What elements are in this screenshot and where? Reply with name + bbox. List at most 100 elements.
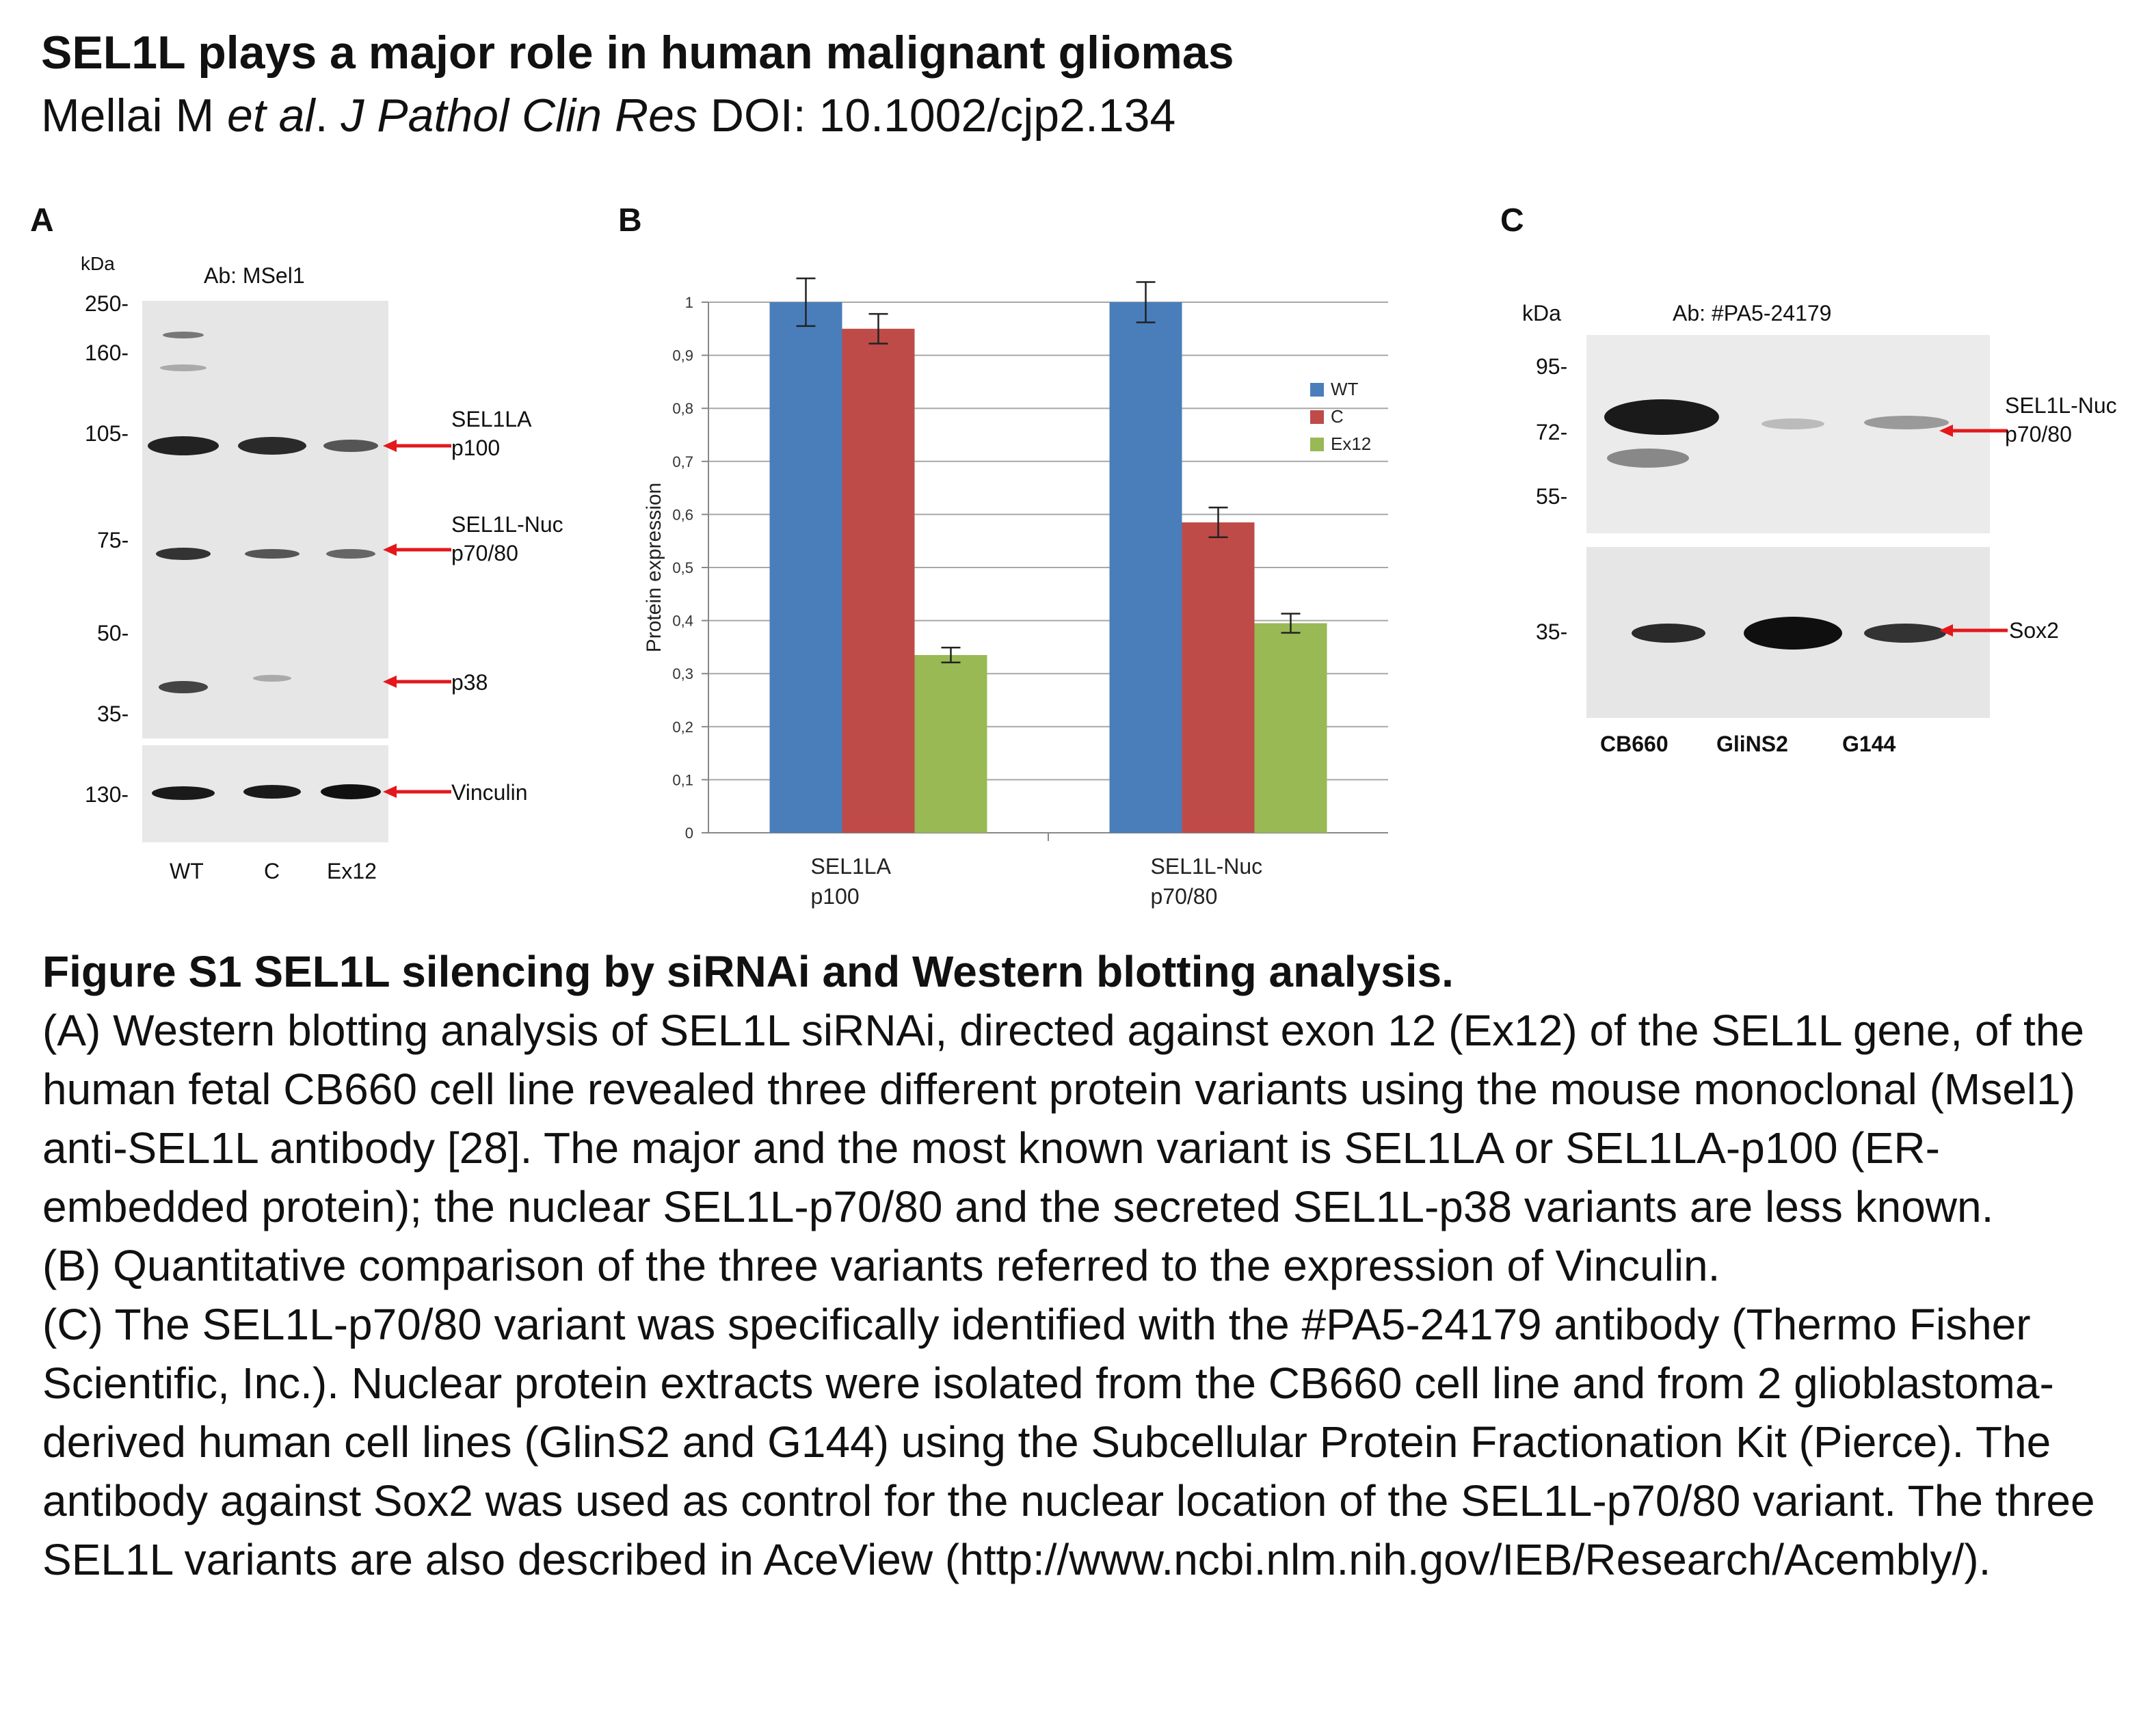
caption-para-a: (A) Western blotting analysis of SEL1L s…: [42, 1006, 2084, 1231]
y-tick-label: 0: [685, 825, 693, 842]
arrow-c-sox2-head: [1939, 624, 1953, 637]
band-wt-p38: [159, 681, 208, 693]
band-ex12-vinculin: [321, 784, 381, 799]
caption-para-b: (B) Quantitative comparison of the three…: [42, 1241, 1720, 1290]
panel-a-kda-label: kDa: [81, 253, 115, 274]
band-c-p70: [245, 549, 300, 559]
band-c-vinculin: [243, 785, 301, 799]
y-tick-label: 0,2: [672, 719, 693, 736]
lane-label-g144: G144: [1842, 732, 1896, 756]
band-g144-sox2: [1864, 624, 1946, 643]
band-ex12-p70: [326, 549, 375, 559]
y-tick-label: 0,9: [672, 347, 693, 364]
bar-wt-1: [1109, 302, 1182, 833]
figure-caption: Figure S1 SEL1L silencing by siRNAi and …: [42, 942, 2135, 1589]
band-label-sel1la: SEL1LA p100: [451, 405, 531, 462]
band-c-100: [238, 437, 306, 455]
marker-c-55: 55-: [1536, 484, 1568, 509]
y-tick-label: 0,1: [672, 771, 693, 788]
band-label-sel1la-line1: SEL1LA: [451, 407, 532, 431]
bar-chart: 0 0,1 0,2 0,3 0,4 0,5 0,6 0,7 0,8 0,9 1 SEL1LA p100 S…: [643, 277, 1388, 909]
band-label-c-sel1l-nuc-line2: p70/80: [2005, 422, 2072, 446]
arrow-sel1la-head: [383, 440, 397, 452]
citation-dot: .: [315, 90, 341, 142]
marker-250: 250-: [85, 291, 129, 316]
citation-doi: DOI: 10.1002/cjp2.134: [697, 90, 1176, 142]
y-tick-label: 0,5: [672, 559, 693, 576]
x-category-label: p70/80: [1151, 884, 1218, 909]
marker-c-35: 35-: [1536, 619, 1568, 644]
citation-etal: et al: [227, 90, 315, 142]
citation: Mellai M et al. J Pathol Clin Res DOI: 1…: [41, 89, 1175, 142]
band-cb660-p70: [1604, 399, 1719, 435]
arrow-sel1l-nuc-head: [383, 544, 397, 556]
caption-title: Figure S1 SEL1L silencing by siRNAi and …: [42, 947, 1454, 996]
panel-b-letter: B: [618, 202, 642, 239]
marker-35: 35-: [97, 702, 129, 726]
band-wt-250: [163, 332, 204, 338]
y-tick-label: 1: [685, 294, 693, 311]
panel-c-antibody: Ab: #PA5-24179: [1673, 301, 1832, 325]
band-label-sel1l-nuc-line1: SEL1L-Nuc: [451, 512, 563, 537]
marker-160: 160-: [85, 340, 129, 365]
bar-ex12-1: [1254, 623, 1327, 833]
page-title: SEL1L plays a major role in human malign…: [41, 27, 1234, 79]
band-wt-vinculin: [152, 786, 215, 800]
marker-105: 105-: [85, 421, 129, 446]
y-tick-label: 0,8: [672, 400, 693, 417]
panel-c-arrows: [1939, 425, 2008, 637]
band-wt-p70: [156, 548, 211, 560]
marker-75: 75-: [97, 528, 129, 552]
band-ex12-100: [323, 440, 378, 452]
band-wt-160: [160, 364, 207, 371]
legend-swatch-c: [1310, 410, 1324, 424]
legend-swatch-wt: [1310, 383, 1324, 397]
lane-label-cb660: CB660: [1600, 732, 1668, 756]
band-label-sel1la-line2: p100: [451, 436, 501, 460]
band-wt-100: [148, 436, 219, 455]
band-label-sel1l-nuc: SEL1L-Nuc p70/80: [451, 510, 563, 567]
bar-ex12-0: [914, 655, 987, 833]
marker-50: 50-: [97, 621, 129, 645]
band-g144-p70: [1864, 416, 1949, 429]
y-tick-label: 0,6: [672, 506, 693, 523]
panel-a-antibody: Ab: MSel1: [204, 263, 305, 288]
y-axis-label: Protein expression: [643, 483, 665, 652]
citation-journal: J Pathol Clin Res: [341, 90, 697, 142]
legend-label-wt: WT: [1331, 379, 1359, 399]
band-glins2-sox2: [1744, 617, 1842, 650]
citation-author: Mellai M: [41, 90, 228, 142]
marker-c-95: 95-: [1536, 354, 1568, 379]
band-label-c-sox2: Sox2: [2009, 618, 2059, 643]
band-label-sel1l-nuc-line2: p70/80: [451, 541, 518, 565]
bar-wt-0: [769, 302, 842, 833]
band-label-c-sel1l-nuc-line1: SEL1L-Nuc: [2005, 393, 2117, 418]
lane-label-ex12: Ex12: [327, 859, 377, 883]
band-c-p38: [253, 675, 291, 682]
panel-c-kda-label: kDa: [1522, 301, 1561, 325]
blot-main-membrane: [142, 301, 388, 738]
panel-a-arrows: [383, 440, 451, 798]
panel-c-blot: [1586, 335, 1990, 718]
band-label-vinculin: Vinculin: [451, 780, 528, 805]
x-category-label: SEL1L-Nuc: [1151, 854, 1263, 879]
bar-c-1: [1182, 522, 1255, 833]
panel-c-letter: C: [1500, 202, 1524, 239]
bar-c-0: [842, 328, 915, 833]
legend-swatch-ex12: [1310, 438, 1324, 451]
marker-c-72: 72-: [1536, 420, 1568, 444]
y-tick-label: 0,4: [672, 613, 693, 630]
x-category-label: SEL1LA: [811, 854, 892, 879]
y-tick-label: 0,3: [672, 665, 693, 682]
band-cb660-lower: [1607, 449, 1689, 468]
legend-label-c: C: [1331, 406, 1344, 427]
lane-label-wt: WT: [170, 859, 204, 883]
legend-label-ex12: Ex12: [1331, 433, 1371, 454]
band-glins2-p70: [1761, 418, 1824, 429]
lane-label-glins2: GliNS2: [1716, 732, 1788, 756]
caption-para-c: (C) The SEL1L-p70/80 variant was specifi…: [42, 1300, 2095, 1584]
band-label-p38: p38: [451, 670, 488, 695]
marker-130: 130-: [85, 782, 129, 807]
panel-a-blot: [142, 301, 388, 842]
panel-a-letter: A: [30, 202, 54, 239]
